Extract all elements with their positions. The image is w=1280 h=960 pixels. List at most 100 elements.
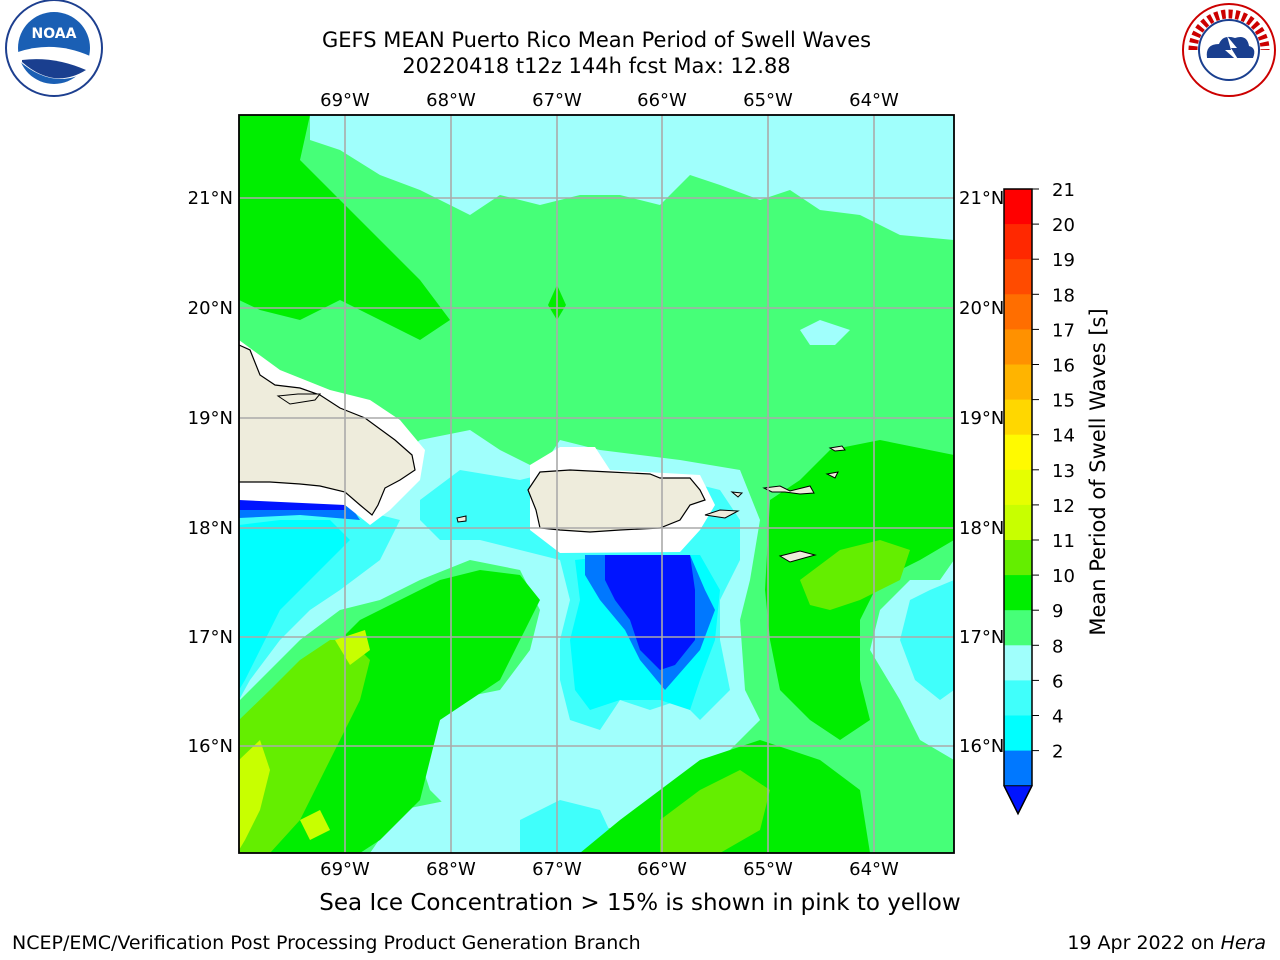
- footer-date: 19 Apr 2022 on Hera: [1067, 932, 1266, 954]
- field-13-14-sw: [239, 740, 270, 850]
- lon-label-top: 64°W: [849, 90, 899, 111]
- field-13-14-spot: [335, 630, 370, 665]
- footer-host: Hera: [1220, 932, 1266, 954]
- colorbar-segment: [1004, 645, 1032, 681]
- colorbar-segment: [1004, 329, 1032, 365]
- map-frame: [238, 114, 955, 854]
- land-culebra: [730, 491, 744, 498]
- map-plot-area: [239, 115, 954, 853]
- colorbar: 21 20 19 18 17 16 15 14 13 12 11 10 9 8 6 4 2: [1003, 180, 1075, 816]
- colorbar-segment: [1004, 434, 1032, 471]
- footer-credit: NCEP/EMC/Verification Post Processing Pr…: [12, 932, 641, 954]
- lat-label-left: 18°N: [188, 518, 233, 539]
- sea-ice-note: Sea Ice Concentration > 15% is shown in …: [319, 890, 961, 916]
- noaa-logo-text: NOAA: [32, 26, 77, 42]
- lat-label-left: 17°N: [188, 627, 233, 648]
- lon-label-top: 66°W: [637, 90, 687, 111]
- colorbar-segment: [1004, 575, 1032, 611]
- lon-label-top: 69°W: [320, 90, 370, 111]
- lon-label-bottom: 64°W: [849, 859, 899, 880]
- colorbar-tick-label: 15: [1052, 391, 1075, 412]
- land-puerto-rico: [527, 469, 706, 533]
- lat-label-left: 19°N: [188, 408, 233, 429]
- colorbar-tick-label: 8: [1052, 636, 1063, 657]
- colorbar-segment: [1004, 224, 1032, 260]
- map-subtitle-run: 20220418 t12z 144h fcst Max: 12.88: [402, 54, 791, 78]
- colorbar-label: Mean Period of Swell Waves [s]: [1086, 308, 1110, 635]
- nws-logo-icon: [1182, 3, 1276, 97]
- colorbar-tick-label: 13: [1052, 461, 1075, 482]
- land-st-croix: [778, 550, 817, 563]
- land-anguilla: [828, 445, 846, 452]
- colorbar-segment: [1004, 610, 1032, 646]
- lat-label-left: 21°N: [188, 188, 233, 209]
- lat-label-right: 21°N: [959, 188, 1004, 209]
- footer-date-text: 19 Apr 2022 on: [1067, 932, 1221, 954]
- colorbar-segment: [1004, 364, 1032, 401]
- field-9-10-north: [310, 115, 954, 240]
- lat-label-right: 20°N: [959, 298, 1004, 319]
- colorbar-frame: [1003, 188, 1033, 816]
- colorbar-segment: [1004, 680, 1032, 716]
- land-vieques: [704, 509, 740, 519]
- colorbar-tick-label: 12: [1052, 496, 1075, 517]
- colorbar-tick-label: 14: [1052, 426, 1075, 447]
- field-2-4-central: [605, 555, 695, 670]
- colorbar-segment: [1004, 750, 1032, 787]
- land-st-martin: [825, 471, 839, 479]
- field-12-13-south: [660, 770, 770, 853]
- lon-label-bottom: 69°W: [320, 859, 370, 880]
- colorbar-tick-label: 17: [1052, 320, 1075, 341]
- colorbar-segment: [1004, 294, 1032, 330]
- lat-label-left: 16°N: [188, 736, 233, 757]
- field-8-9-se: [900, 580, 954, 700]
- colorbar-tick-label: 10: [1052, 566, 1075, 587]
- lat-label-left: 20°N: [188, 298, 233, 319]
- colorbar-extend-arrow: [1003, 785, 1033, 815]
- map-title: GEFS MEAN Puerto Rico Mean Period of Swe…: [321, 28, 872, 52]
- colorbar-tick-label: 19: [1052, 250, 1075, 271]
- lon-labels-bottom: 69°W 68°W 67°W 66°W 65°W 64°W: [320, 859, 899, 880]
- land-mona: [456, 515, 467, 523]
- colorbar-tick-label: 16: [1052, 356, 1075, 377]
- lat-label-right: 18°N: [959, 518, 1004, 539]
- graticule: [239, 115, 954, 853]
- noaa-logo-icon: NOAA: [5, 0, 103, 97]
- lat-labels-right: 21°N 20°N 19°N 18°N 17°N 16°N: [959, 188, 1004, 757]
- field-9-10-east: [800, 320, 850, 345]
- colorbar-tick-label: 21: [1052, 180, 1075, 201]
- colorbar-tick-label: 11: [1052, 531, 1075, 552]
- lon-labels-top: 69°W 68°W 67°W 66°W 65°W 64°W: [320, 90, 899, 111]
- colorbar-segment: [1004, 469, 1032, 506]
- colorbar-tick-label: 6: [1052, 671, 1063, 692]
- lon-label-bottom: 68°W: [426, 859, 476, 880]
- field-8-9-south: [520, 800, 620, 853]
- field-13-14-spot2: [300, 810, 330, 840]
- lat-labels-left: 21°N 20°N 19°N 18°N 17°N 16°N: [188, 188, 233, 757]
- lon-label-bottom: 65°W: [743, 859, 793, 880]
- colorbar-tick-label: 9: [1052, 601, 1063, 622]
- lon-label-bottom: 66°W: [637, 859, 687, 880]
- colorbar-segment: [1004, 504, 1032, 541]
- lon-label-bottom: 67°W: [532, 859, 582, 880]
- colorbar-segment: [1004, 715, 1032, 752]
- lat-label-right: 17°N: [959, 627, 1004, 648]
- land-turks: [276, 393, 322, 405]
- lon-label-top: 65°W: [743, 90, 793, 111]
- land-virgin-islands: [762, 485, 815, 495]
- colorbar-segment: [1004, 540, 1032, 576]
- colorbar-tick-label: 2: [1052, 742, 1063, 763]
- colorbar-tick-label: 4: [1052, 707, 1063, 728]
- lat-label-right: 16°N: [959, 736, 1004, 757]
- field-12-13-east: [800, 540, 910, 610]
- colorbar-segment: [1004, 399, 1032, 436]
- lat-label-right: 19°N: [959, 408, 1004, 429]
- colorbar-segment: [1004, 189, 1032, 225]
- field-6-8-west: [239, 520, 350, 690]
- land-hispaniola: [239, 344, 416, 516]
- lon-label-top: 68°W: [426, 90, 476, 111]
- colorbar-tick-label: 20: [1052, 215, 1075, 236]
- lon-label-top: 67°W: [532, 90, 582, 111]
- colorbar-segment: [1004, 259, 1032, 295]
